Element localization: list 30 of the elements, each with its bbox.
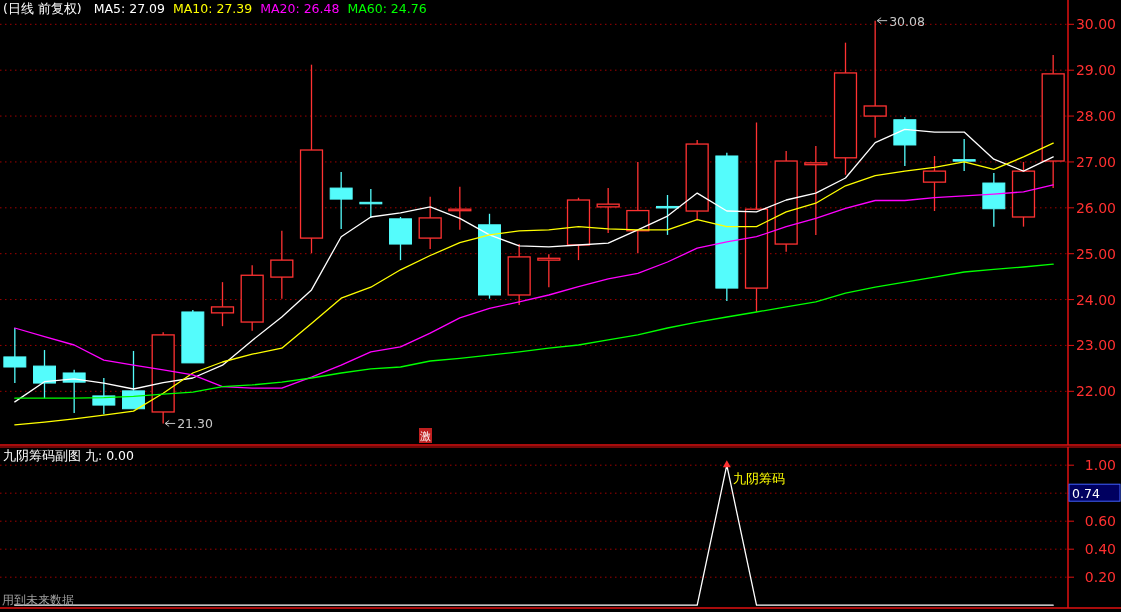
y-tick-label: 0.40 [1084, 541, 1116, 558]
text: MA20: 26.48 [260, 1, 340, 16]
annotation: 用到未来数据 [2, 593, 74, 607]
y-tick-label: 22.00 [1075, 383, 1116, 400]
text: MA10: 27.39 [173, 1, 253, 16]
candlestick [270, 230, 294, 300]
chart-title: 九阴筹码副图 九: 0.00 [3, 448, 135, 463]
annotation: 21.30 [177, 416, 213, 432]
chart-title: (日线 前复权) [3, 1, 82, 16]
y-tick-label: 27.00 [1075, 153, 1116, 170]
y-tick-label: 30.00 [1075, 16, 1116, 33]
text: 0.74 [1072, 486, 1100, 502]
y-tick-label: 26.00 [1075, 199, 1116, 216]
line-series [14, 184, 1054, 389]
y-tick-label: 23.00 [1075, 337, 1116, 354]
y-tick-label: 25.00 [1075, 245, 1116, 262]
y-tick-label: 0.60 [1084, 513, 1116, 530]
y-tick-label: 1.00 [1084, 457, 1116, 474]
candlestick [744, 121, 769, 313]
annotation: 30.08 [889, 13, 925, 29]
candlestick [863, 19, 887, 139]
y-tick-label: 0.20 [1084, 569, 1116, 586]
y-tick-label: 24.00 [1075, 291, 1116, 308]
annotation: 激 [420, 430, 431, 443]
text: MA60: 24.76 [347, 1, 427, 16]
y-tick-label: 28.00 [1075, 108, 1116, 125]
text: MA5: 27.09 [93, 1, 166, 16]
y-tick-label: 29.00 [1075, 62, 1116, 79]
candlestick [1041, 54, 1065, 189]
annotation: 九阴筹码 [732, 471, 785, 487]
